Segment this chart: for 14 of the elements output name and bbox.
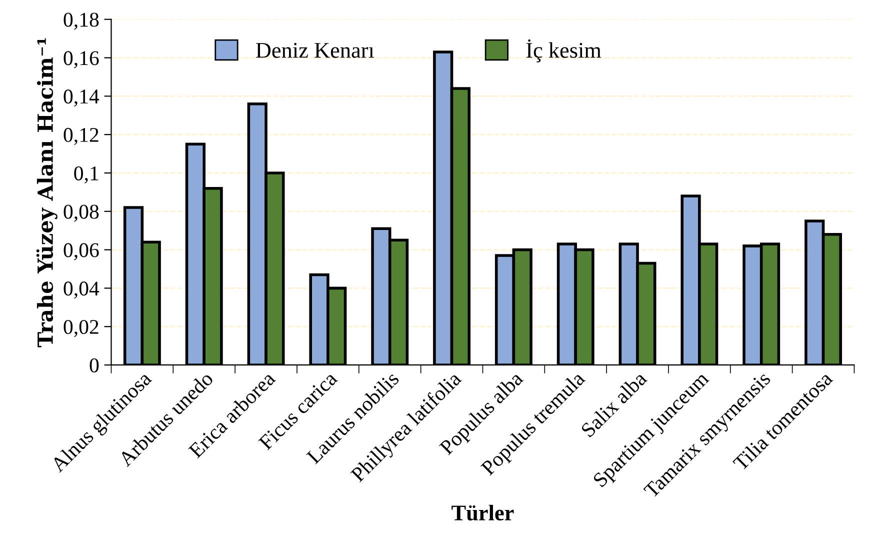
y-tick-label: 0,06 [64,243,99,260]
legend-label: Deniz Kenarı [256,42,374,58]
y-tick-label: 0,1 [74,166,98,184]
y-tick-label: 0,08 [64,204,99,222]
legend-label: İç kesim [526,39,602,62]
y-tick-label: 0,16 [64,51,99,68]
y-tick-label: 0,18 [64,12,99,30]
y-tick-label: 0,14 [64,90,100,107]
x-axis-title: Türler [452,504,514,521]
y-axis-title: Trahe Yüzey Alanı Hacim⁻¹ [36,38,58,348]
y-tick-label: 0,04 [64,282,100,299]
y-tick-label: 0,12 [64,128,98,145]
y-tick-label: 0 [90,358,99,372]
y-tick-label: 0,02 [64,320,98,338]
